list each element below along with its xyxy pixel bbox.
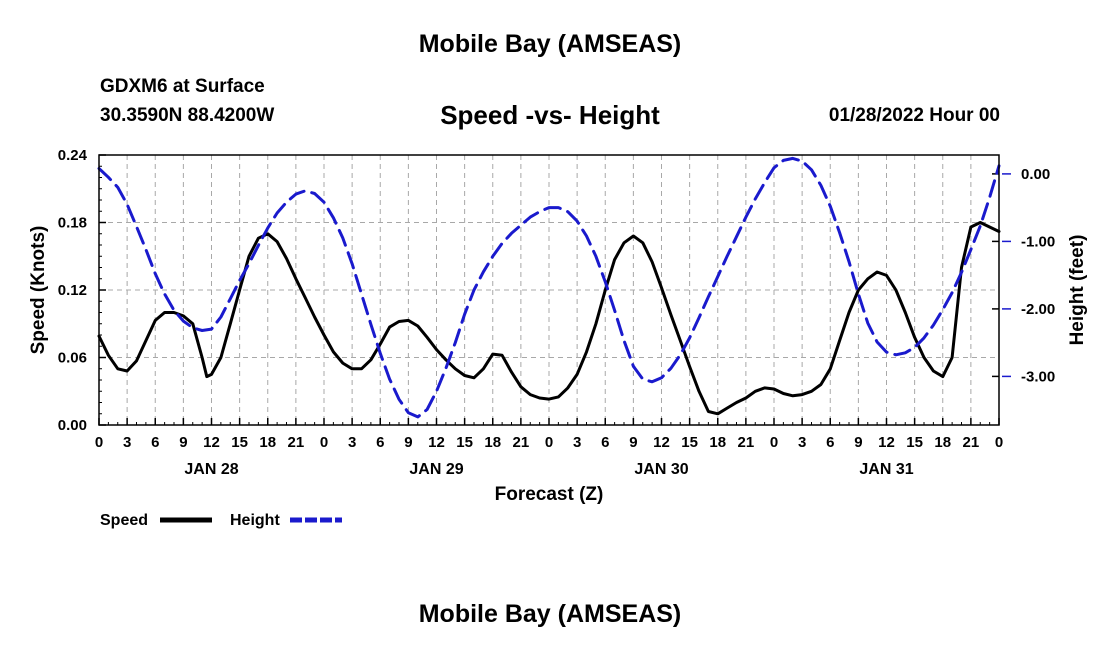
x-tick-label: 15 [231,434,248,451]
plot-frame [98,154,1000,426]
y2-axis-title: Height (feet) [1067,235,1088,346]
legend-label-speed: Speed [100,512,148,529]
main-title: Mobile Bay (AMSEAS) [418,30,682,58]
station-coords: 30.3590N 88.4200W [100,105,275,126]
x-tick-label: 0 [545,434,553,451]
y-tick-label: 0.24 [58,147,88,164]
chart-title: Speed -vs- Height [440,100,660,130]
y2-tick-label: -1.00 [1021,233,1055,250]
x-tick-label: 21 [288,434,305,451]
station-name: GDXM6 at Surface [100,76,265,97]
x-tick-label: 18 [934,434,951,451]
x-tick-label: 0 [995,434,1003,451]
x-tick-label: 3 [348,434,356,451]
x-tick-label: 0 [95,434,103,451]
bottom-title: Mobile Bay (AMSEAS) [418,600,682,628]
y-tick-label: 0.00 [58,417,87,434]
x-day-label: JAN 30 [634,461,688,478]
x-tick-label: 3 [573,434,581,451]
x-tick-label: 3 [798,434,806,451]
x-tick-label: 6 [601,434,609,451]
x-day-label: JAN 29 [409,461,463,478]
series-line-speed [97,221,1001,416]
x-tick-label: 9 [179,434,187,451]
x-axis-title: Forecast (Z) [495,484,604,505]
x-tick-label: 18 [484,434,501,451]
x-tick-label: 12 [203,434,220,451]
speed-height-chart: 0 3 6 9 12 15 18 21 0 3 6 9 12 15 18 21 0 3 6 9 12 15 18 21 0 3 6 9… [28,147,1088,529]
x-tick-label: 15 [906,434,923,451]
x-day-label: JAN 28 [184,461,238,478]
x-tick-label: 18 [709,434,726,451]
x-tick-label: 3 [123,434,131,451]
y2-tick-label: -3.00 [1021,368,1055,385]
series-line-height [97,156,1001,419]
y2-tick-label: 0.00 [1021,166,1050,183]
y-tick-label: 0.12 [58,282,87,299]
x-tick-label: 12 [878,434,895,451]
y-axis-title: Speed (Knots) [28,226,49,355]
x-tick-label: 6 [376,434,384,451]
y2-tick-label: -2.00 [1021,301,1055,318]
legend-label-height: Height [230,512,280,529]
x-tick-label: 18 [259,434,276,451]
x-tick-label: 6 [826,434,834,451]
y-tick-label: 0.06 [58,350,87,367]
x-tick-label: 12 [428,434,445,451]
x-tick-label: 9 [404,434,412,451]
x-day-label: JAN 31 [859,461,913,478]
x-tick-label: 6 [151,434,159,451]
x-tick-label: 9 [629,434,637,451]
x-tick-label: 15 [681,434,698,451]
x-tick-label: 9 [854,434,862,451]
x-tick-label: 21 [963,434,980,451]
x-tick-label: 15 [456,434,473,451]
forecast-time: 01/28/2022 Hour 00 [828,105,1000,126]
x-tick-label: 0 [320,434,328,451]
x-tick-label: 21 [513,434,530,451]
x-tick-label: 0 [770,434,778,451]
x-tick-label: 21 [738,434,755,451]
x-tick-label: 12 [653,434,670,451]
y-tick-label: 0.18 [58,215,87,232]
